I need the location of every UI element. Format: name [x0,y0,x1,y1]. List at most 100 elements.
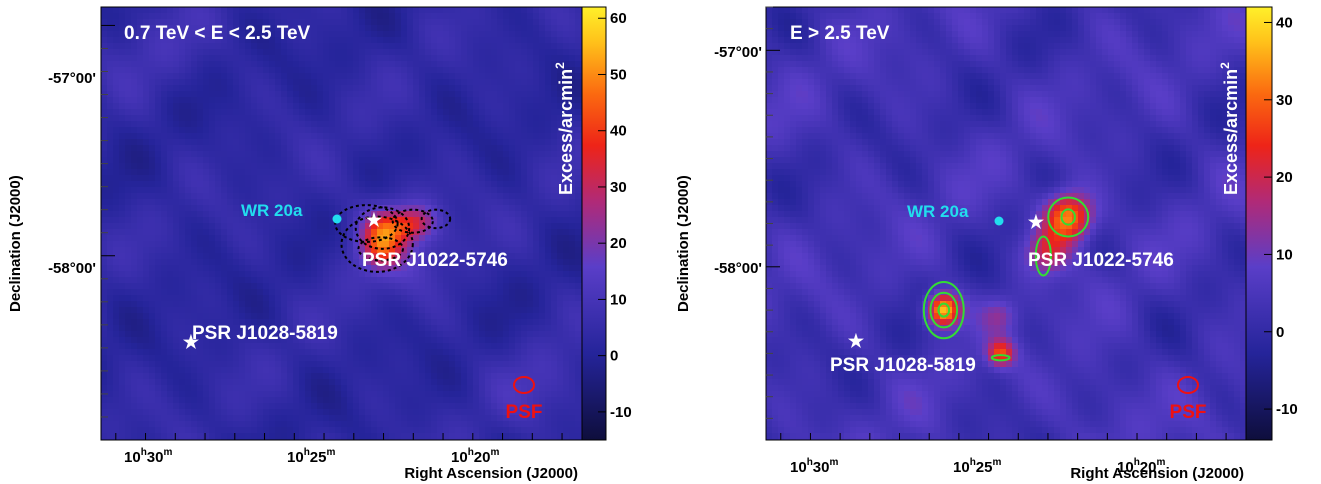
heatmap-cell [569,289,576,296]
heatmap-cell [167,241,174,248]
heatmap-cell [389,61,396,68]
heatmap-cell [473,343,480,350]
heatmap-cell [383,313,390,320]
heatmap-cell [497,217,504,224]
heatmap-cell [461,157,468,164]
heatmap-cell [275,211,282,218]
heatmap-cell [221,235,228,242]
heatmap-cell [293,181,300,188]
heatmap-cell [299,307,306,314]
heatmap-cell [311,49,318,56]
heatmap-cell [125,157,132,164]
heatmap-cell [113,289,120,296]
heatmap-cell [491,229,498,236]
heatmap-cell [521,217,528,224]
heatmap-cell [545,103,552,110]
heatmap-cell [557,139,564,146]
heatmap-cell [125,223,132,230]
heatmap-cell [203,31,210,38]
heatmap-cell [353,313,360,320]
heatmap-cell [245,253,252,260]
heatmap-cell [245,19,252,26]
heatmap-cell [443,337,450,344]
heatmap-cell [245,295,252,302]
heatmap-cell [419,121,426,128]
heatmap-cell [275,49,282,56]
heatmap-cell [431,199,438,206]
heatmap-cell [269,43,276,50]
heatmap-cell [125,283,132,290]
heatmap-cell [293,91,300,98]
heatmap-cell [119,55,126,62]
heatmap-cell [575,229,582,236]
heatmap-cell [329,229,336,236]
heatmap-cell [347,121,354,128]
heatmap-cell [149,355,156,362]
heatmap-cell [479,79,486,86]
heatmap-cell [125,337,132,344]
heatmap-cell [395,91,402,98]
heatmap-cell [521,7,528,14]
heatmap-cell [467,37,474,44]
heatmap-cell [179,157,186,164]
heatmap-cell [287,313,294,320]
heatmap-cell [569,85,576,92]
heatmap-cell [443,325,450,332]
heatmap-cell [233,283,240,290]
heatmap-cell [533,97,540,104]
heatmap-cell [503,367,510,374]
heatmap-cell [197,79,204,86]
heatmap-cell [485,259,492,266]
heatmap-cell [485,103,492,110]
heatmap-cell [497,55,504,62]
heatmap-cell [341,217,348,224]
heatmap-cell [509,271,516,278]
heatmap-cell [131,361,138,368]
heatmap-cell [137,115,144,122]
heatmap-cell [329,79,336,86]
heatmap-cell [287,319,294,326]
heatmap-cell [119,187,126,194]
heatmap-cell [479,157,486,164]
heatmap-cell [293,283,300,290]
heatmap-cell [155,259,162,266]
heatmap-cell [407,97,414,104]
heatmap-cell [395,259,402,266]
heatmap-cell [305,7,312,14]
heatmap-cell [485,307,492,314]
heatmap-cell [563,337,570,344]
heatmap-cell [359,265,366,272]
heatmap-cell [353,85,360,92]
heatmap-cell [251,343,258,350]
heatmap-cell [521,97,528,104]
heatmap-cell [335,61,342,68]
heatmap-cell [263,103,270,110]
heatmap-cell [323,67,330,74]
heatmap-cell [539,127,546,134]
heatmap-cell [365,49,372,56]
heatmap-cell [353,187,360,194]
heatmap-cell [425,85,432,92]
heatmap-cell [341,355,348,362]
heatmap-cell [143,73,150,80]
heatmap-cell [305,373,312,380]
heatmap-cell [107,97,114,104]
heatmap-cell [371,331,378,338]
heatmap-cell [467,241,474,248]
heatmap-cell [371,25,378,32]
heatmap-cell [431,325,438,332]
heatmap-cell [107,361,114,368]
heatmap-cell [167,181,174,188]
heatmap-cell [197,295,204,302]
heatmap-cell [569,43,576,50]
heatmap-cell [107,349,114,356]
heatmap-cell [539,181,546,188]
heatmap-cell [497,115,504,122]
heatmap-cell [305,31,312,38]
heatmap-cell [419,85,426,92]
heatmap-cell [419,145,426,152]
heatmap-cell [455,223,462,230]
heatmap-cell [521,211,528,218]
heatmap-cell [239,7,246,14]
heatmap-cell [485,211,492,218]
